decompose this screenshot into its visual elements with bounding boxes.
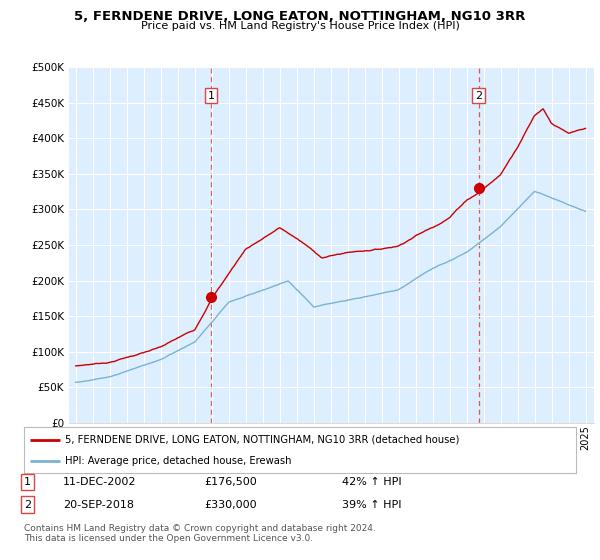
Text: 1: 1 [24,477,31,487]
Text: Contains HM Land Registry data © Crown copyright and database right 2024.
This d: Contains HM Land Registry data © Crown c… [24,524,376,543]
Text: £330,000: £330,000 [204,500,257,510]
Text: 20-SEP-2018: 20-SEP-2018 [63,500,134,510]
Text: Price paid vs. HM Land Registry's House Price Index (HPI): Price paid vs. HM Land Registry's House … [140,21,460,31]
Text: 1: 1 [208,91,214,101]
Text: 2: 2 [24,500,31,510]
Text: 5, FERNDENE DRIVE, LONG EATON, NOTTINGHAM, NG10 3RR (detached house): 5, FERNDENE DRIVE, LONG EATON, NOTTINGHA… [65,435,460,445]
Text: HPI: Average price, detached house, Erewash: HPI: Average price, detached house, Erew… [65,456,292,466]
Text: 11-DEC-2002: 11-DEC-2002 [63,477,137,487]
Text: 42% ↑ HPI: 42% ↑ HPI [342,477,401,487]
Text: 39% ↑ HPI: 39% ↑ HPI [342,500,401,510]
Text: £176,500: £176,500 [204,477,257,487]
Text: 5, FERNDENE DRIVE, LONG EATON, NOTTINGHAM, NG10 3RR: 5, FERNDENE DRIVE, LONG EATON, NOTTINGHA… [74,10,526,23]
Text: 2: 2 [475,91,482,101]
